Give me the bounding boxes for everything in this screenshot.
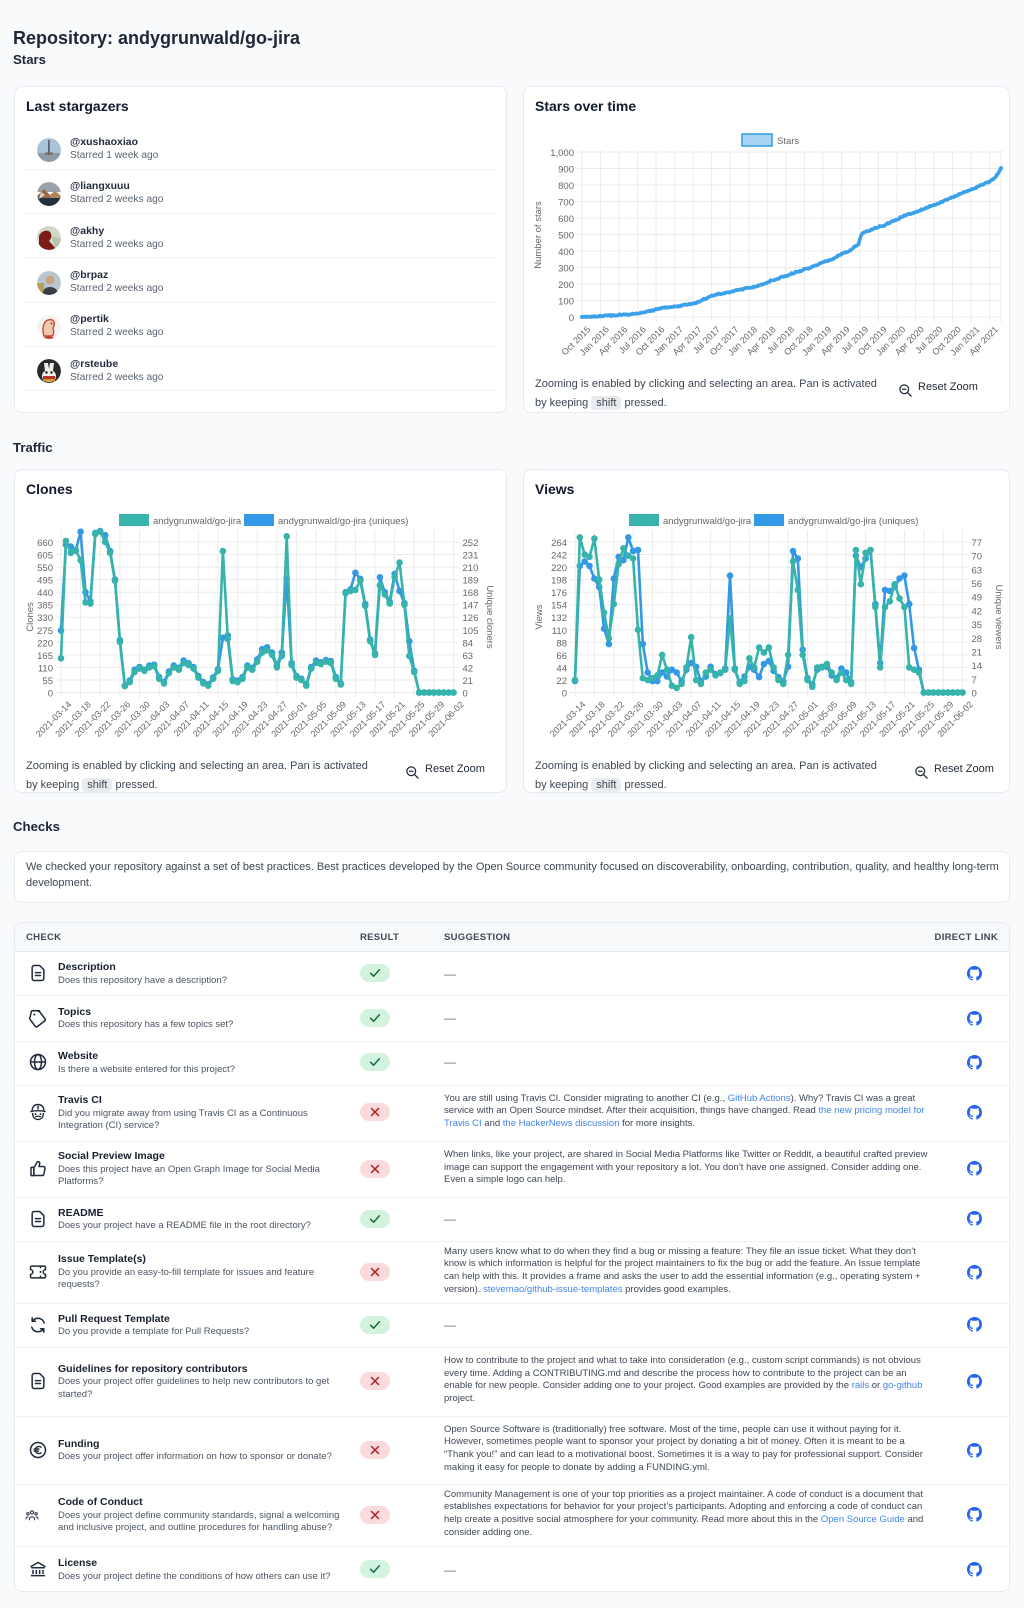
svg-text:22: 22 bbox=[556, 676, 567, 687]
svg-text:252: 252 bbox=[463, 538, 479, 549]
svg-text:0: 0 bbox=[562, 689, 567, 700]
svg-text:231: 231 bbox=[463, 551, 479, 562]
svg-text:176: 176 bbox=[551, 588, 567, 599]
svg-text:275: 275 bbox=[37, 626, 53, 637]
svg-text:77: 77 bbox=[972, 538, 983, 549]
svg-text:264: 264 bbox=[551, 538, 567, 549]
svg-text:Unique cloners: Unique cloners bbox=[484, 585, 495, 649]
svg-text:600: 600 bbox=[558, 214, 574, 225]
svg-text:andygrunwald/go-jira (uniques): andygrunwald/go-jira (uniques) bbox=[278, 516, 408, 527]
svg-text:andygrunwald/go-jira: andygrunwald/go-jira bbox=[153, 516, 242, 527]
svg-text:105: 105 bbox=[463, 626, 479, 637]
svg-text:660: 660 bbox=[37, 538, 53, 549]
svg-text:Stars: Stars bbox=[777, 136, 799, 147]
svg-text:0: 0 bbox=[972, 689, 977, 700]
svg-text:55: 55 bbox=[42, 676, 53, 687]
svg-text:1,000: 1,000 bbox=[550, 148, 574, 159]
svg-text:28: 28 bbox=[972, 634, 983, 645]
svg-text:21: 21 bbox=[972, 648, 983, 659]
svg-text:Number of stars: Number of stars bbox=[533, 201, 544, 269]
svg-text:88: 88 bbox=[556, 638, 567, 649]
svg-text:0: 0 bbox=[48, 689, 53, 700]
svg-text:147: 147 bbox=[463, 601, 479, 612]
svg-text:andygrunwald/go-jira: andygrunwald/go-jira bbox=[663, 516, 752, 527]
svg-text:440: 440 bbox=[37, 588, 53, 599]
svg-text:800: 800 bbox=[558, 181, 574, 192]
svg-text:200: 200 bbox=[558, 280, 574, 291]
svg-text:220: 220 bbox=[37, 638, 53, 649]
svg-text:300: 300 bbox=[558, 264, 574, 275]
svg-text:0: 0 bbox=[463, 689, 468, 700]
svg-text:165: 165 bbox=[37, 651, 53, 662]
svg-text:126: 126 bbox=[463, 613, 479, 624]
svg-text:63: 63 bbox=[463, 651, 474, 662]
svg-text:154: 154 bbox=[551, 601, 567, 612]
svg-text:385: 385 bbox=[37, 601, 53, 612]
svg-text:42: 42 bbox=[463, 663, 474, 674]
svg-text:Views: Views bbox=[534, 604, 545, 629]
svg-text:132: 132 bbox=[551, 613, 567, 624]
svg-text:900: 900 bbox=[558, 165, 574, 176]
svg-text:100: 100 bbox=[558, 297, 574, 308]
svg-text:210: 210 bbox=[463, 563, 479, 574]
svg-text:400: 400 bbox=[558, 247, 574, 258]
svg-text:42: 42 bbox=[972, 606, 983, 617]
svg-text:242: 242 bbox=[551, 551, 567, 562]
svg-text:0: 0 bbox=[569, 313, 574, 324]
svg-text:330: 330 bbox=[37, 613, 53, 624]
svg-text:Unique viewers: Unique viewers bbox=[993, 585, 1004, 650]
svg-text:63: 63 bbox=[972, 565, 983, 576]
svg-text:110: 110 bbox=[38, 663, 53, 674]
svg-text:84: 84 bbox=[463, 638, 474, 649]
svg-text:700: 700 bbox=[558, 198, 574, 209]
svg-text:198: 198 bbox=[551, 576, 567, 587]
svg-text:110: 110 bbox=[552, 626, 567, 637]
svg-text:605: 605 bbox=[37, 551, 53, 562]
svg-text:220: 220 bbox=[551, 563, 567, 574]
svg-text:andygrunwald/go-jira (uniques): andygrunwald/go-jira (uniques) bbox=[788, 516, 918, 527]
svg-text:7: 7 bbox=[972, 675, 977, 686]
svg-text:189: 189 bbox=[463, 576, 479, 587]
svg-text:14: 14 bbox=[972, 661, 983, 672]
svg-text:21: 21 bbox=[463, 676, 474, 687]
svg-text:49: 49 bbox=[972, 593, 983, 604]
svg-text:66: 66 bbox=[556, 651, 567, 662]
svg-text:Clones: Clones bbox=[25, 602, 36, 632]
svg-text:168: 168 bbox=[463, 588, 479, 599]
svg-text:550: 550 bbox=[37, 563, 53, 574]
svg-text:70: 70 bbox=[972, 552, 983, 563]
svg-text:56: 56 bbox=[972, 579, 983, 590]
svg-text:35: 35 bbox=[972, 620, 983, 631]
svg-text:500: 500 bbox=[558, 231, 574, 242]
svg-text:44: 44 bbox=[556, 663, 567, 674]
svg-text:495: 495 bbox=[37, 576, 53, 587]
